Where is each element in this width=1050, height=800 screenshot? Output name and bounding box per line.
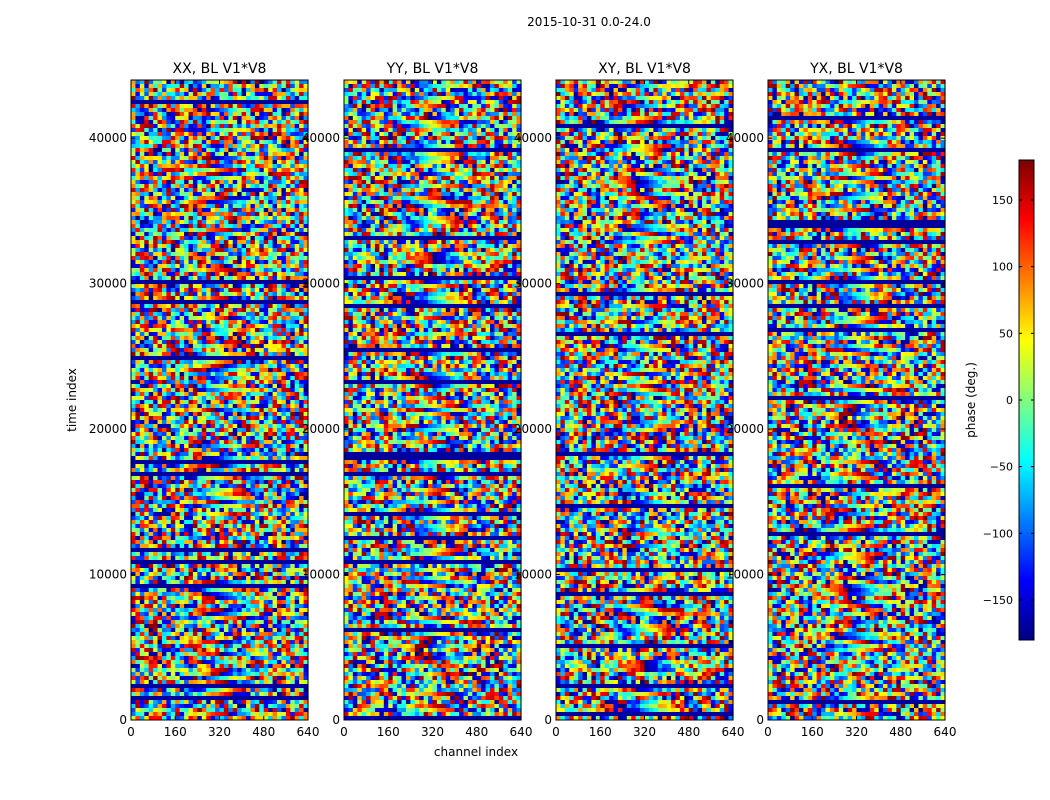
y-tick-label: 20000 [302, 422, 340, 436]
y-tick-label: 10000 [89, 568, 127, 582]
x-tick-label: 640 [510, 725, 533, 739]
x-tick-label: 320 [845, 725, 868, 739]
x-tick-label: 0 [552, 725, 560, 739]
x-tick-label: 480 [252, 725, 275, 739]
figure: 2015-10-31 0.0-24.0 XX, BL V1*V8 0 160 320 4… [0, 0, 1050, 800]
x-tick-label: 0 [764, 725, 772, 739]
x-tick-label: 320 [633, 725, 656, 739]
x-tick-label: 160 [377, 725, 400, 739]
y-tick-label: 40000 [302, 131, 340, 145]
colorbar-tick-label: −150 [983, 594, 1013, 607]
y-tick-label: 20000 [89, 422, 127, 436]
x-tick-label: 640 [934, 725, 957, 739]
x-tick-label: 640 [722, 725, 745, 739]
y-tick-label: 20000 [514, 422, 552, 436]
x-tick-label: 320 [208, 725, 231, 739]
x-tick-label: 160 [801, 725, 824, 739]
panel: XX, BL V1*V8 0 160 320 480 640 0 10000 20000 3000… [89, 61, 320, 739]
colorbar-tick-label: −50 [990, 461, 1013, 474]
colorbar-tick-label: 0 [1006, 394, 1013, 407]
y-axis-label: time index [65, 368, 79, 432]
x-tick-label: 160 [589, 725, 612, 739]
x-tick-label: 160 [164, 725, 187, 739]
panel-title: XY, BL V1*V8 [598, 61, 691, 77]
colorbar-label: phase (deg.) [964, 362, 978, 438]
y-tick-label: 0 [544, 713, 552, 727]
figure-suptitle: 2015-10-31 0.0-24.0 [527, 15, 651, 29]
y-tick-label: 30000 [514, 277, 552, 291]
panel: YX, BL V1*V8 0 160 320 480 640 0 10000 20000 3000… [726, 61, 957, 739]
y-tick-label: 0 [756, 713, 764, 727]
x-tick-label: 480 [677, 725, 700, 739]
heatmap-image [344, 80, 522, 721]
y-tick-label: 10000 [726, 568, 764, 582]
y-tick-label: 40000 [726, 131, 764, 145]
panel: YY, BL V1*V8 0 160 320 480 640 0 10000 20000 3000… [302, 61, 533, 739]
colorbar: −150 −100 −50 0 50 100 150 [983, 160, 1034, 640]
colorbar-tick-label: 100 [992, 261, 1013, 274]
x-tick-label: 480 [889, 725, 912, 739]
x-tick-label: 0 [340, 725, 348, 739]
x-axis-label: channel index [434, 745, 518, 759]
y-tick-label: 30000 [726, 277, 764, 291]
y-tick-label: 0 [119, 713, 127, 727]
heatmap-image [131, 80, 309, 721]
x-tick-label: 480 [465, 725, 488, 739]
heatmap-image [556, 80, 734, 721]
panel-title: YY, BL V1*V8 [386, 61, 479, 77]
y-tick-label: 40000 [514, 131, 552, 145]
colorbar-tick-label: 50 [999, 327, 1013, 340]
y-tick-label: 0 [332, 713, 340, 727]
colorbar-tick-label: 150 [992, 194, 1013, 207]
y-tick-label: 10000 [514, 568, 552, 582]
panel-title: XX, BL V1*V8 [173, 61, 267, 77]
x-tick-label: 320 [421, 725, 444, 739]
panel: XY, BL V1*V8 0 160 320 480 640 0 10000 20000 3000… [514, 61, 745, 739]
y-tick-label: 10000 [302, 568, 340, 582]
panel-title: YX, BL V1*V8 [809, 61, 903, 77]
y-tick-label: 40000 [89, 131, 127, 145]
x-tick-label: 640 [297, 725, 320, 739]
y-tick-label: 20000 [726, 422, 764, 436]
heatmap-image [768, 80, 946, 721]
y-tick-label: 30000 [302, 277, 340, 291]
colorbar-tick-label: −100 [983, 527, 1013, 540]
panels: XX, BL V1*V8 0 160 320 480 640 0 10000 20000 3000… [89, 61, 957, 739]
x-tick-label: 0 [127, 725, 135, 739]
y-tick-label: 30000 [89, 277, 127, 291]
